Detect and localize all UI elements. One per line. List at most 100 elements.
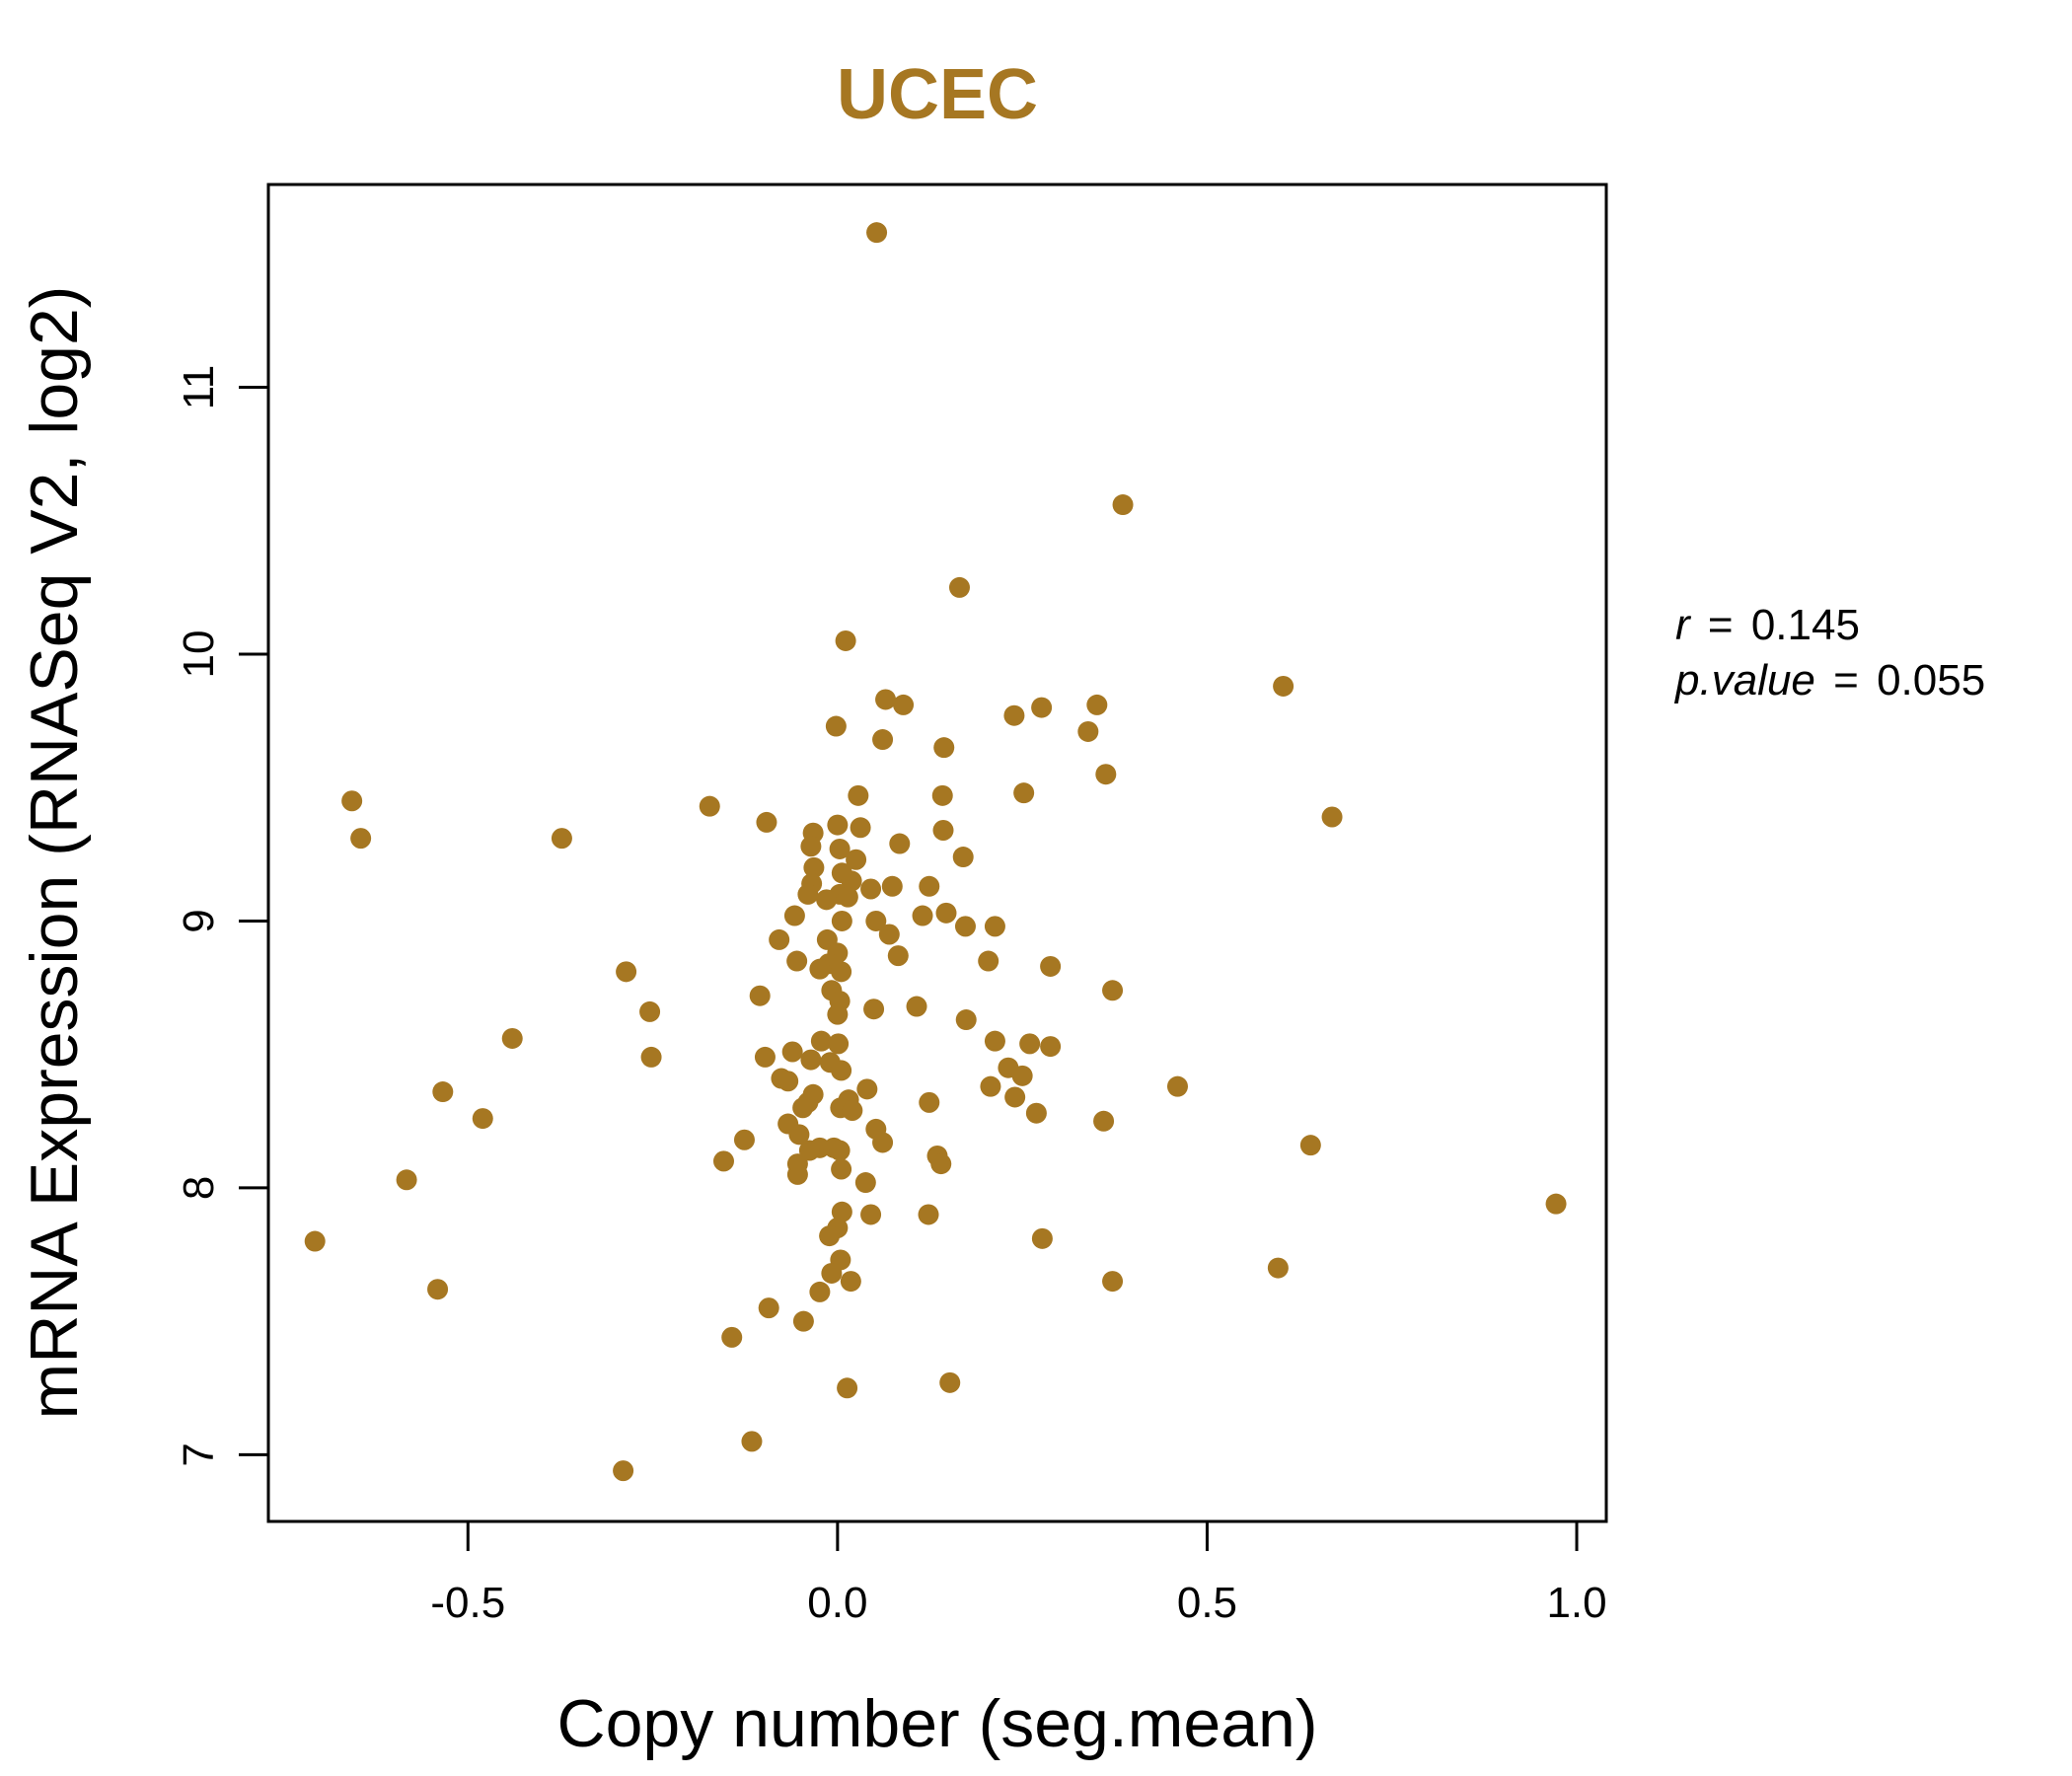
data-point bbox=[837, 1377, 858, 1399]
data-point bbox=[932, 820, 954, 842]
plot-frame bbox=[266, 183, 1608, 1523]
data-point bbox=[846, 849, 867, 870]
data-point bbox=[825, 715, 847, 737]
data-point bbox=[866, 222, 888, 244]
data-point bbox=[809, 1281, 831, 1302]
data-point bbox=[712, 1150, 734, 1172]
data-point bbox=[954, 916, 976, 937]
data-point bbox=[810, 1030, 832, 1052]
p-value: 0.055 bbox=[1877, 656, 1985, 704]
data-point bbox=[955, 1009, 977, 1031]
data-point bbox=[432, 1081, 454, 1103]
data-point bbox=[952, 847, 974, 868]
data-point bbox=[501, 1027, 523, 1049]
data-point bbox=[1166, 1075, 1188, 1097]
data-point bbox=[878, 924, 900, 945]
data-point bbox=[640, 1046, 662, 1068]
data-point bbox=[1321, 806, 1343, 828]
y-tick-label: 10 bbox=[175, 630, 223, 679]
data-point bbox=[912, 905, 933, 926]
r-label: r bbox=[1675, 601, 1692, 649]
data-point bbox=[919, 875, 940, 897]
data-point bbox=[341, 790, 363, 812]
data-point bbox=[427, 1279, 449, 1300]
data-point bbox=[837, 886, 858, 908]
data-point bbox=[800, 836, 822, 857]
data-point bbox=[865, 910, 887, 931]
data-point bbox=[906, 996, 927, 1017]
chart-title: UCEC bbox=[837, 55, 1038, 134]
data-point bbox=[842, 1099, 863, 1121]
data-point bbox=[935, 902, 957, 924]
data-point bbox=[831, 1158, 852, 1180]
data-point bbox=[872, 729, 894, 751]
data-point bbox=[984, 1030, 1005, 1052]
data-point bbox=[848, 784, 869, 806]
data-point bbox=[1031, 697, 1053, 718]
data-point bbox=[930, 1153, 952, 1175]
data-point bbox=[1095, 764, 1117, 785]
data-point bbox=[809, 958, 831, 980]
data-point bbox=[1025, 1102, 1047, 1124]
data-point bbox=[798, 1140, 820, 1161]
r-statistic: r = 0.145 bbox=[1675, 601, 1860, 649]
data-point bbox=[827, 814, 849, 836]
data-point bbox=[881, 875, 903, 897]
data-point bbox=[1545, 1193, 1567, 1215]
y-tick-label: 9 bbox=[175, 909, 223, 932]
data-point bbox=[304, 1230, 326, 1252]
data-point bbox=[792, 1097, 814, 1119]
data-point bbox=[856, 1078, 878, 1100]
data-point bbox=[1004, 1086, 1026, 1108]
data-point bbox=[918, 1204, 939, 1225]
data-point bbox=[854, 1172, 876, 1194]
data-point bbox=[840, 1271, 861, 1293]
data-point bbox=[831, 961, 852, 983]
data-point bbox=[616, 961, 637, 983]
y-tick-label: 11 bbox=[175, 365, 223, 410]
data-point bbox=[350, 828, 372, 850]
r-value: 0.145 bbox=[1751, 601, 1860, 649]
data-point bbox=[939, 1371, 961, 1393]
data-point bbox=[1112, 494, 1134, 516]
data-point bbox=[1040, 1036, 1062, 1058]
data-point bbox=[1093, 1110, 1115, 1132]
data-point bbox=[741, 1431, 763, 1452]
data-point bbox=[1031, 1227, 1053, 1249]
data-point bbox=[816, 889, 838, 911]
data-point bbox=[1077, 720, 1099, 742]
x-axis: -0.5 0.0 0.5 1.0 bbox=[430, 1521, 1607, 1627]
data-point bbox=[835, 629, 856, 651]
y-axis-title: mRNA Expression (RNASeq V2, log2) bbox=[17, 286, 92, 1420]
data-point bbox=[756, 811, 777, 833]
data-point bbox=[819, 1225, 841, 1247]
data-point bbox=[863, 999, 885, 1020]
data-point bbox=[821, 1262, 843, 1284]
data-point bbox=[699, 795, 720, 817]
data-point bbox=[797, 883, 819, 905]
data-point bbox=[860, 878, 882, 900]
data-point bbox=[769, 928, 790, 950]
data-point bbox=[613, 1460, 634, 1482]
x-axis-title: Copy number (seg.mean) bbox=[556, 1686, 1317, 1761]
x-tick-label: 0.5 bbox=[1177, 1579, 1237, 1627]
data-point bbox=[803, 856, 825, 878]
x-tick-label: 1.0 bbox=[1546, 1579, 1606, 1627]
data-point bbox=[872, 1132, 894, 1153]
data-point bbox=[984, 916, 1005, 937]
data-point bbox=[831, 1060, 852, 1081]
data-point bbox=[831, 910, 852, 931]
statistics-annotation: r = 0.145 p.value = 0.055 bbox=[1673, 601, 1985, 704]
data-point bbox=[1003, 704, 1025, 726]
data-point bbox=[800, 1049, 822, 1071]
data-points bbox=[304, 222, 1567, 1482]
data-point bbox=[1019, 1033, 1041, 1055]
data-point bbox=[1013, 782, 1035, 804]
data-point bbox=[758, 1297, 779, 1319]
data-point bbox=[781, 1041, 803, 1063]
data-point bbox=[786, 950, 808, 972]
data-point bbox=[829, 1140, 851, 1161]
data-point bbox=[978, 950, 999, 972]
data-point bbox=[875, 689, 897, 710]
